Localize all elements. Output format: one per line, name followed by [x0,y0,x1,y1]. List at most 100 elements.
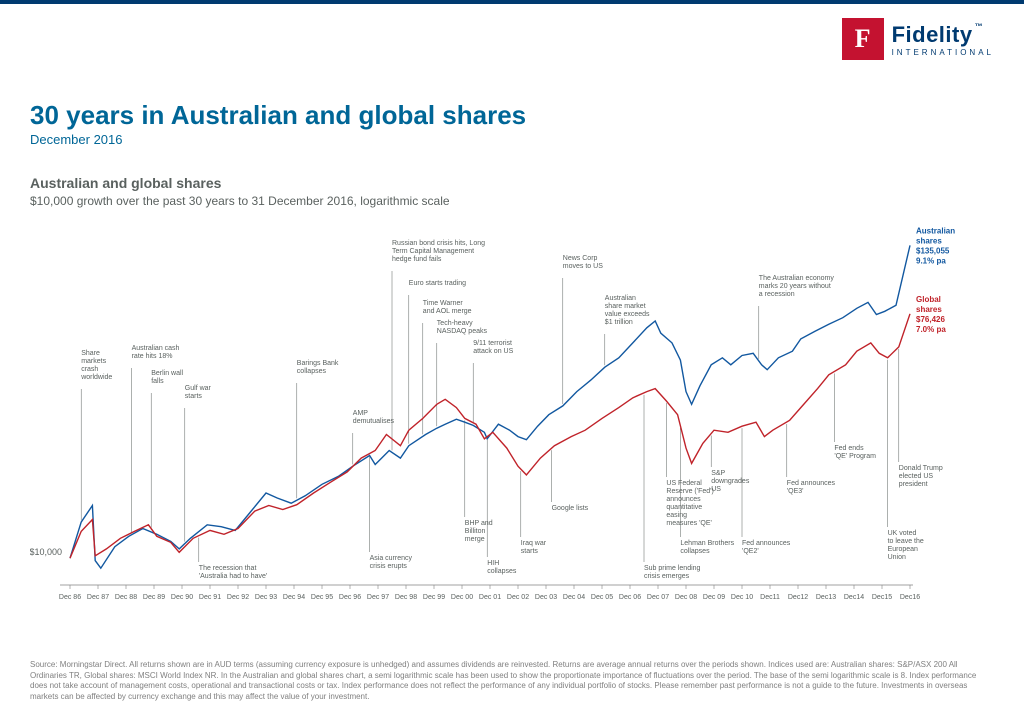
svg-text:Barings Bank: Barings Bank [297,360,339,367]
svg-text:Euro starts trading: Euro starts trading [409,280,466,287]
svg-text:Dec 96: Dec 96 [339,594,361,601]
svg-text:crisis emerges: crisis emerges [644,573,690,580]
svg-text:Dec 89: Dec 89 [143,594,165,601]
svg-text:downgrades: downgrades [711,478,750,485]
svg-text:'QE2': 'QE2' [742,548,759,555]
svg-text:Dec 02: Dec 02 [507,594,529,601]
svg-text:value exceeds: value exceeds [605,311,650,318]
svg-text:$135,055: $135,055 [916,246,950,255]
svg-text:starts: starts [521,548,539,555]
svg-text:Time Warner: Time Warner [423,300,464,307]
svg-text:Dec 98: Dec 98 [395,594,417,601]
svg-text:Dec 04: Dec 04 [563,594,585,601]
svg-text:Sub prime lending: Sub prime lending [644,565,701,572]
section-title: Australian and global shares [30,175,221,191]
svg-text:Reserve ('Fed'): Reserve ('Fed') [666,488,713,495]
page-title: 30 years in Australian and global shares [30,100,526,131]
svg-text:US: US [711,486,721,493]
svg-text:demutualises: demutualises [353,418,395,425]
svg-text:Dec 06: Dec 06 [619,594,641,601]
svg-text:Berlin wall: Berlin wall [151,370,183,377]
svg-text:collapses: collapses [680,548,710,555]
svg-text:Dec16: Dec16 [900,594,920,601]
svg-text:The recession that: The recession that [199,565,257,572]
svg-text:The Australian economy: The Australian economy [759,275,835,282]
svg-text:HIH: HIH [487,560,499,567]
svg-text:crisis erupts: crisis erupts [370,563,408,570]
svg-text:Australian: Australian [916,226,955,235]
svg-text:Dec11: Dec11 [760,594,780,601]
svg-text:Dec 01: Dec 01 [479,594,501,601]
svg-text:Dec 91: Dec 91 [199,594,221,601]
svg-text:Dec 87: Dec 87 [87,594,109,601]
svg-text:7.0% pa: 7.0% pa [916,325,946,334]
svg-text:Russian bond crisis hits, Long: Russian bond crisis hits, Long [392,240,485,247]
svg-text:to leave the: to leave the [888,538,924,545]
svg-text:a recession: a recession [759,291,795,298]
svg-text:$76,426: $76,426 [916,315,945,324]
svg-text:Dec 07: Dec 07 [647,594,669,601]
svg-text:Fed announces: Fed announces [787,480,836,487]
logo-square-icon: F [842,18,884,60]
svg-text:starts: starts [185,393,203,400]
svg-text:collapses: collapses [297,368,327,375]
svg-text:president: president [899,481,928,488]
svg-text:Tech-heavy: Tech-heavy [437,320,473,327]
svg-text:announces: announces [666,496,701,503]
svg-text:'Australia had to have': 'Australia had to have' [199,573,267,580]
svg-text:Dec12: Dec12 [788,594,808,601]
svg-text:Dec 03: Dec 03 [535,594,557,601]
svg-text:markets: markets [81,358,106,365]
page-date: December 2016 [30,132,123,147]
svg-text:Dec 86: Dec 86 [59,594,81,601]
svg-text:crash: crash [81,366,98,373]
svg-text:NASDAQ peaks: NASDAQ peaks [437,328,488,335]
svg-text:marks 20 years without: marks 20 years without [759,283,831,290]
svg-text:shares: shares [916,305,942,314]
svg-text:Australian cash: Australian cash [132,345,180,352]
svg-text:Dec 88: Dec 88 [115,594,137,601]
svg-text:9.1% pa: 9.1% pa [916,256,946,265]
top-bar [0,0,1024,4]
brand-logo: F Fidelity™ INTERNATIONAL [842,18,994,60]
footnote: Source: Morningstar Direct. All returns … [30,660,994,702]
svg-text:$10,000: $10,000 [30,547,62,557]
svg-text:Australian: Australian [605,295,636,302]
svg-text:share market: share market [605,303,646,310]
logo-text: Fidelity™ INTERNATIONAL [892,22,994,57]
svg-text:moves to US: moves to US [563,263,603,270]
svg-text:worldwide: worldwide [80,374,112,381]
svg-text:Dec 94: Dec 94 [283,594,305,601]
svg-text:Gulf war: Gulf war [185,385,212,392]
svg-text:Dec 93: Dec 93 [255,594,277,601]
svg-text:Dec 95: Dec 95 [311,594,333,601]
svg-text:European: European [888,546,918,553]
svg-text:UK voted: UK voted [888,530,917,537]
svg-text:Dec 05: Dec 05 [591,594,613,601]
svg-text:collapses: collapses [487,568,517,575]
svg-text:quantitative: quantitative [666,504,702,511]
logo-name: Fidelity [892,22,973,47]
svg-text:9/11 terrorist: 9/11 terrorist [473,340,512,347]
svg-text:Share: Share [81,350,100,357]
svg-text:BHP and: BHP and [465,520,493,527]
svg-text:$1 trillion: $1 trillion [605,319,633,326]
svg-text:Fed ends: Fed ends [834,445,864,452]
logo-subtitle: INTERNATIONAL [892,48,994,57]
svg-text:Dec14: Dec14 [844,594,864,601]
svg-text:Global: Global [916,295,941,304]
svg-text:Google lists: Google lists [552,505,589,512]
section-subtitle: $10,000 growth over the past 30 years to… [30,194,450,208]
svg-text:Fed announces: Fed announces [742,540,791,547]
svg-text:Asia currency: Asia currency [370,555,413,562]
trademark-icon: ™ [975,22,984,31]
svg-text:hedge fund fails: hedge fund fails [392,256,442,263]
svg-text:Donald Trump: Donald Trump [899,465,943,472]
svg-text:Iraq war: Iraq war [521,540,547,547]
svg-text:merge: merge [465,536,485,543]
svg-text:Billiton: Billiton [465,528,486,535]
svg-text:'QE' Program: 'QE' Program [834,453,876,460]
shares-chart: Dec 86Dec 87Dec 88Dec 89Dec 90Dec 91Dec … [30,215,990,635]
svg-text:rate hits 18%: rate hits 18% [132,353,173,360]
svg-text:shares: shares [916,236,942,245]
